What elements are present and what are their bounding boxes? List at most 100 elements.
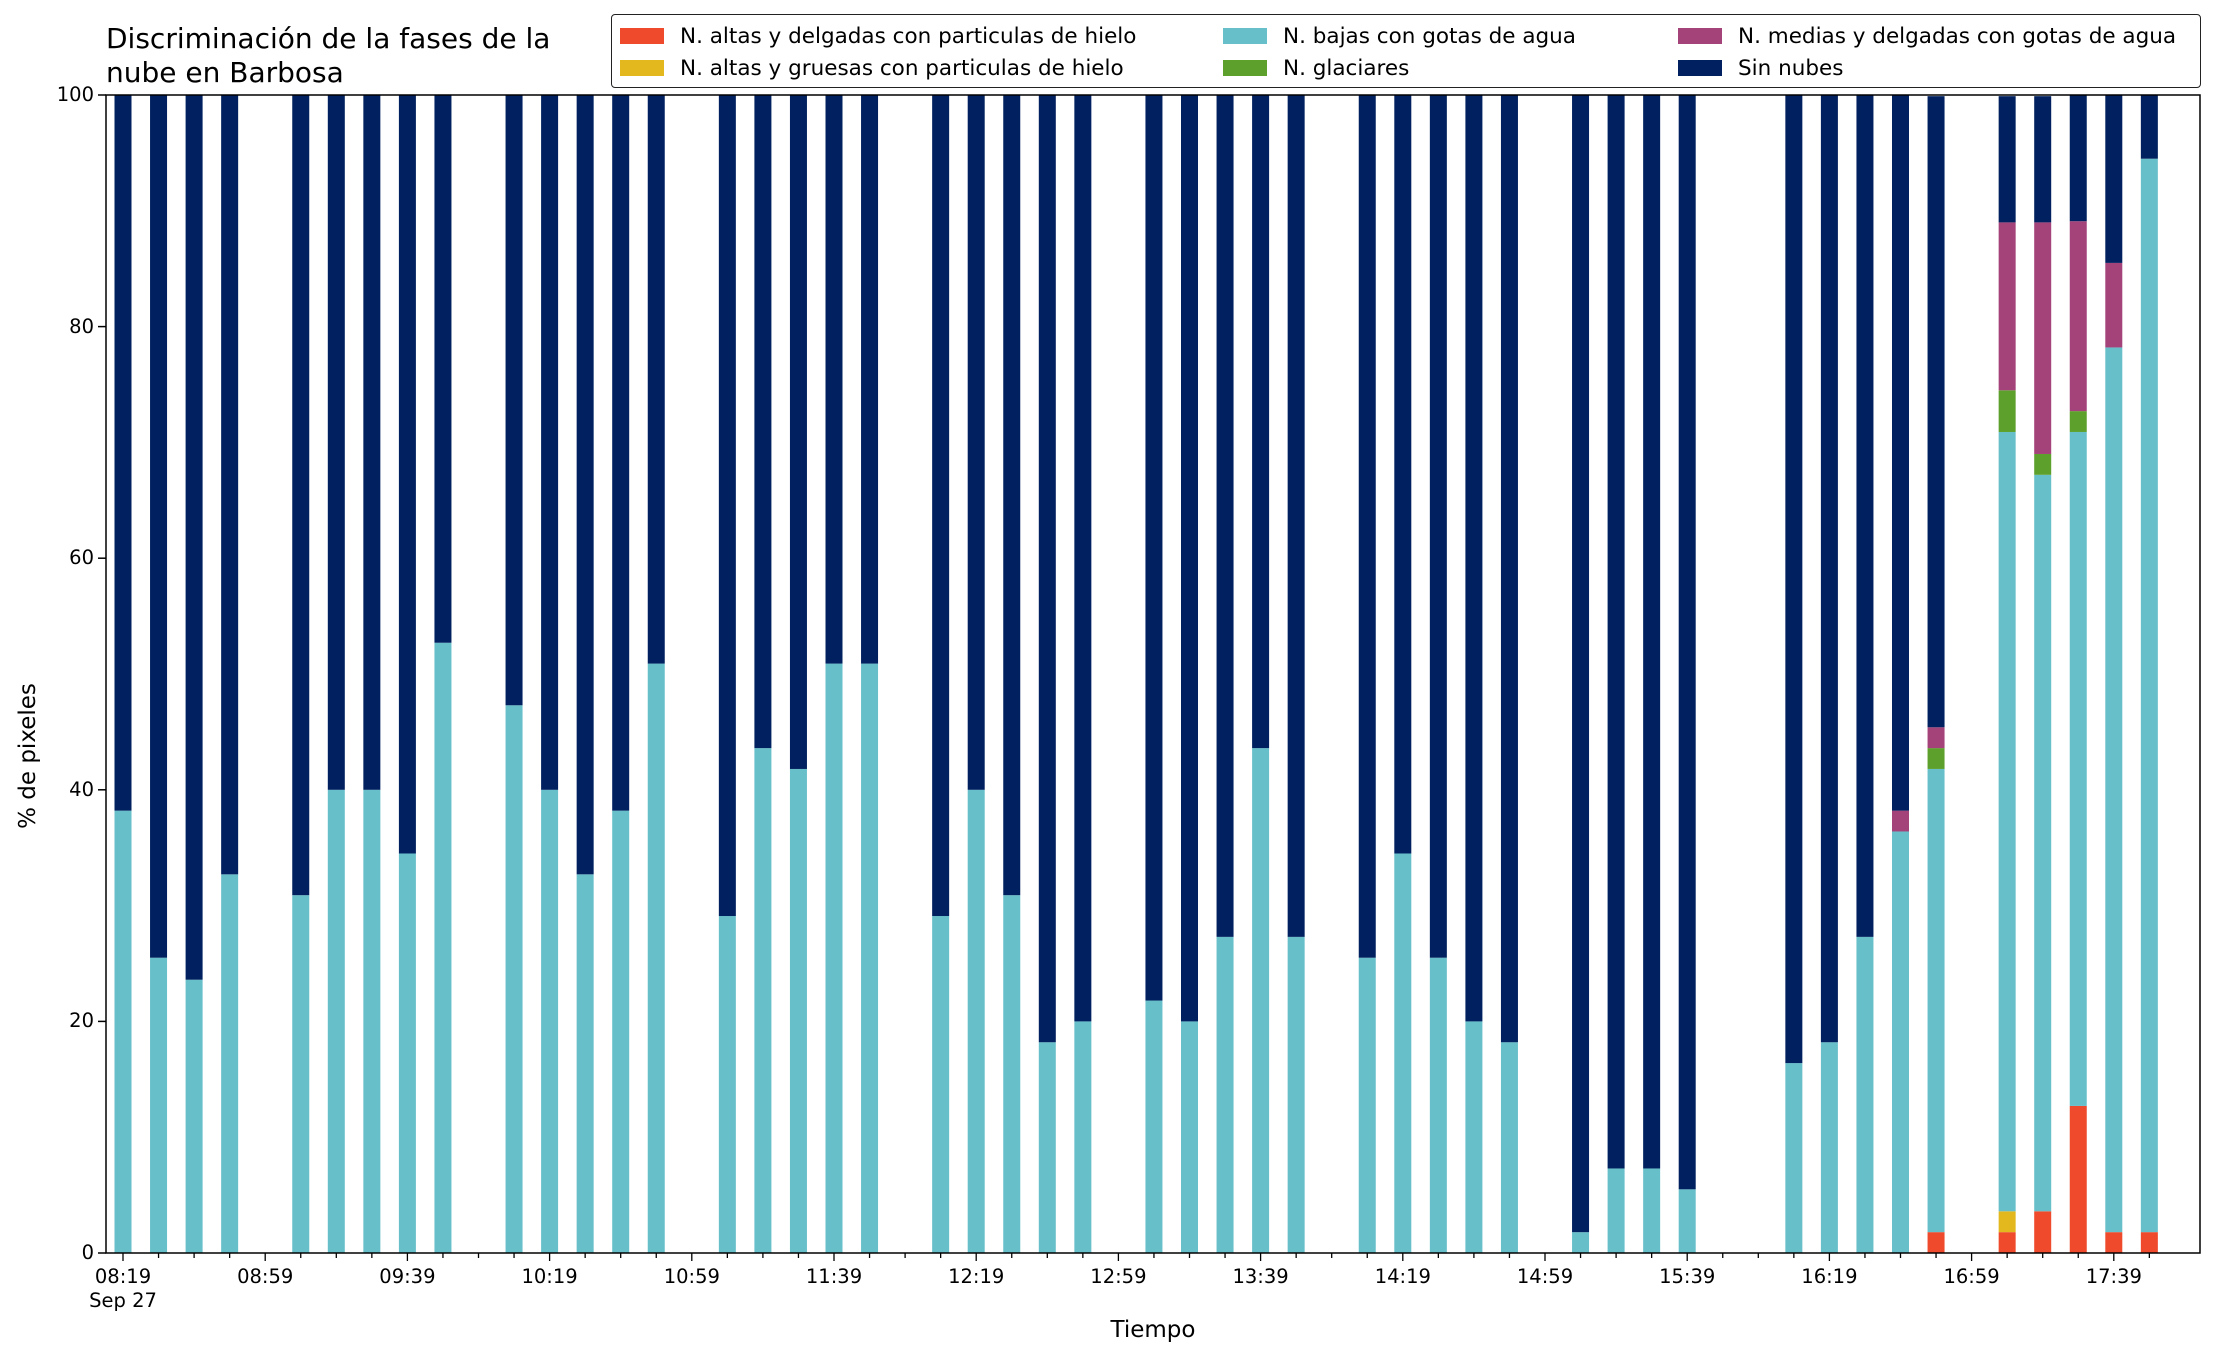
bar-segment-1229-s2 <box>1003 895 1021 1253</box>
bar-segment-1319-s2 <box>1181 1021 1198 1253</box>
bar-segment-1149-s2 <box>861 663 879 1253</box>
bar-segment-1309-s2 <box>1145 1000 1163 1253</box>
x-axis-label: Tiempo <box>1110 1317 1196 1343</box>
legend-label: N. bajas con gotas de agua <box>1283 23 1576 49</box>
bar-segment-1719-s2 <box>2034 474 2052 1212</box>
bar-segment-0819-s5 <box>114 95 132 811</box>
legend-swatch <box>620 28 664 44</box>
bar-segment-1729-s0 <box>2069 1105 2087 1253</box>
bar-segment-0829-s5 <box>150 95 168 958</box>
bar-segment-1729-s2 <box>2069 431 2087 1106</box>
bar-segment-1149-s5 <box>861 95 879 664</box>
bar-segment-1729-s4 <box>2069 221 2087 412</box>
bar-segment-1519-s5 <box>1607 95 1625 1169</box>
bar-segment-1129-s5 <box>789 95 807 769</box>
y-tick-label: 20 <box>69 1009 94 1033</box>
bar-segment-1529-s5 <box>1643 95 1661 1169</box>
bar-segment-1649-s2 <box>1927 768 1945 1233</box>
bar-segment-1639-s5 <box>1892 95 1909 811</box>
bar-segment-1729-s3 <box>2069 411 2087 432</box>
bar-segment-1229-s5 <box>1003 95 1021 896</box>
bar-segment-1039-s2 <box>612 810 630 1253</box>
bar-segment-1449-s2 <box>1500 1042 1518 1253</box>
bar-segment-1609-s2 <box>1785 1063 1803 1253</box>
x-tick-label: 15:39 <box>1659 1265 1716 1288</box>
bar-segment-1649-s5 <box>1927 96 1945 728</box>
legend-swatch <box>1678 28 1722 44</box>
bar-segment-1739-s0 <box>2105 1232 2123 1253</box>
bar-segment-1429-s2 <box>1429 957 1447 1253</box>
bar-segment-1339-s5 <box>1252 95 1270 749</box>
x-tick-label: 14:59 <box>1516 1265 1574 1288</box>
legend-item: Sin nubes <box>1678 53 1843 83</box>
legend-label: N. medias y delgadas con gotas de agua <box>1738 23 2177 49</box>
bar-segment-1539-s2 <box>1678 1189 1696 1253</box>
bars-layer <box>114 95 2158 1253</box>
x-tick-label: 17:39 <box>2085 1265 2142 1288</box>
bar-segment-1709-s1 <box>1998 1211 2016 1233</box>
bar-segment-1029-s5 <box>576 95 594 875</box>
x-tick-label: 11:39 <box>805 1265 863 1288</box>
legend-swatch <box>1223 28 1267 44</box>
legend-swatch <box>620 60 664 76</box>
plot-frame <box>105 94 2201 1254</box>
y-tick-label: 40 <box>69 777 94 801</box>
legend-item: N. glaciares <box>1223 53 1409 83</box>
bar-segment-1519-s2 <box>1607 1168 1625 1253</box>
bar-segment-1719-s5 <box>2034 96 2052 223</box>
axes-layer <box>98 94 2151 1261</box>
bar-segment-1139-s2 <box>825 663 843 1253</box>
bar-segment-1539-s5 <box>1678 95 1696 1190</box>
x-tick-label: 16:19 <box>1801 1265 1858 1288</box>
bar-segment-1339-s2 <box>1252 748 1270 1253</box>
bar-segment-1529-s2 <box>1643 1168 1661 1253</box>
bar-segment-0929-s5 <box>363 95 381 790</box>
bar-segment-0929-s2 <box>363 789 381 1253</box>
bar-segment-1049-s5 <box>647 95 665 664</box>
bar-segment-1009-s5 <box>505 95 523 706</box>
bar-segment-0819-s2 <box>114 810 132 1253</box>
bar-segment-1219-s2 <box>967 789 985 1253</box>
bar-segment-1649-s4 <box>1927 727 1945 749</box>
legend-label: N. glaciares <box>1283 55 1410 81</box>
bar-segment-1019-s2 <box>541 789 559 1253</box>
bar-segment-1029-s2 <box>576 874 594 1253</box>
bar-segment-0939-s5 <box>398 95 416 854</box>
bar-segment-1039-s5 <box>612 95 630 811</box>
bar-segment-1429-s5 <box>1429 95 1447 958</box>
bar-segment-1349-s2 <box>1287 936 1305 1253</box>
bar-segment-0839-s5 <box>185 95 203 980</box>
x-tick-label: 10:59 <box>663 1265 720 1288</box>
bar-segment-1629-s2 <box>1856 936 1874 1253</box>
bar-segment-1719-s0 <box>2034 1211 2052 1253</box>
bar-segment-1419-s2 <box>1394 853 1412 1253</box>
bar-segment-0849-s5 <box>221 95 239 875</box>
bar-segment-0909-s5 <box>292 95 310 896</box>
x-tick-label: 16:59 <box>1943 1265 2000 1288</box>
y-tick-label: 60 <box>69 546 94 570</box>
legend-swatch <box>1678 60 1722 76</box>
chart-title: Discriminación de la fases de la nube en… <box>106 22 551 89</box>
bar-segment-1139-s5 <box>825 95 843 664</box>
bar-segment-0909-s2 <box>292 895 310 1253</box>
bar-segment-1709-s2 <box>1998 431 2016 1212</box>
x-tick-label: 08:59 <box>237 1265 294 1288</box>
bar-segment-1349-s5 <box>1287 95 1305 937</box>
bar-segment-1619-s2 <box>1820 1042 1838 1253</box>
bar-segment-1649-s3 <box>1927 748 1945 769</box>
x-tick-label: 08:19 <box>94 1265 152 1288</box>
legend-swatch <box>1223 60 1267 76</box>
legend-item: N. altas y delgadas con particulas de hi… <box>620 21 1136 51</box>
bar-segment-1239-s2 <box>1038 1042 1056 1253</box>
bar-segment-0939-s2 <box>398 853 416 1253</box>
bar-segment-1129-s2 <box>789 768 807 1253</box>
bar-segment-1009-s2 <box>505 705 523 1253</box>
bar-segment-1409-s2 <box>1358 957 1376 1253</box>
bar-segment-1209-s2 <box>932 916 950 1253</box>
bar-segment-1729-s5 <box>2069 95 2087 222</box>
bar-segment-1439-s2 <box>1465 1021 1483 1253</box>
bar-segment-1709-s3 <box>1998 390 2016 432</box>
bar-segment-0849-s2 <box>221 874 239 1253</box>
bar-segment-1739-s4 <box>2105 262 2123 348</box>
